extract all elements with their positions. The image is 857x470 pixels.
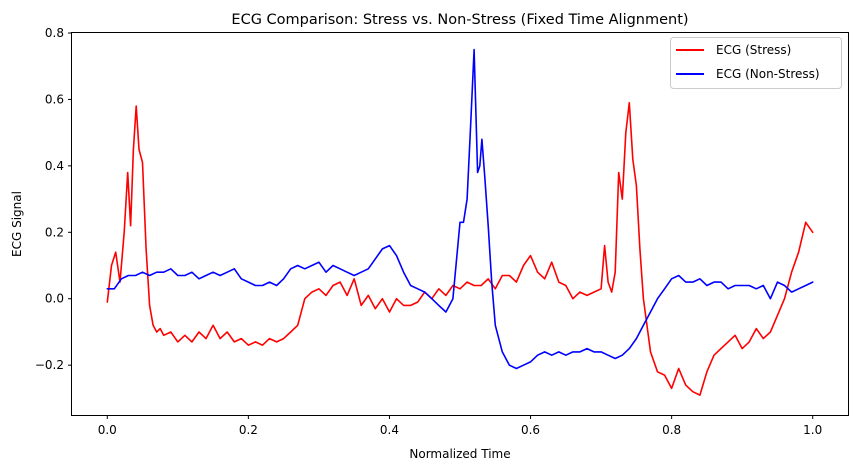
legend-label-non-stress: ECG (Non-Stress) [716, 67, 820, 81]
y-axis-label: ECG Signal [10, 191, 24, 257]
y-tick-label: 0.0 [45, 292, 64, 306]
series-layer [106, 48, 814, 396]
x-axis: 0.0 0.2 0.4 0.6 0.8 1.0 [98, 415, 822, 437]
chart-title: ECG Comparison: Stress vs. Non-Stress (F… [231, 12, 688, 28]
legend: ECG (Stress) ECG (Non-Stress) [670, 37, 842, 89]
x-axis-label: Normalized Time [409, 447, 510, 461]
series-line-stress [106, 102, 814, 396]
x-tick-label: 0.2 [239, 423, 258, 437]
plot-frame [71, 32, 849, 416]
y-tick-label: 0.8 [45, 26, 64, 40]
x-tick-label: 0.4 [380, 423, 399, 437]
x-tick-label: 0.6 [521, 423, 540, 437]
y-tick-label: 0.2 [45, 225, 64, 239]
y-tick-label: 0.6 [45, 92, 64, 106]
y-tick-label: −0.2 [35, 358, 64, 372]
plot-area: 0.0 0.2 0.4 0.6 0.8 1.0 −0.2 0.0 0.2 0.4 0.6 0.8 [35, 26, 849, 437]
y-axis: −0.2 0.0 0.2 0.4 0.6 0.8 [35, 26, 72, 372]
x-tick-label: 0.0 [98, 423, 117, 437]
legend-box [670, 37, 842, 89]
series-line-non-stress [106, 48, 814, 370]
x-tick-label: 1.0 [803, 423, 822, 437]
y-tick-label: 0.4 [45, 159, 64, 173]
legend-label-stress: ECG (Stress) [716, 43, 791, 57]
x-tick-label: 0.8 [662, 423, 681, 437]
